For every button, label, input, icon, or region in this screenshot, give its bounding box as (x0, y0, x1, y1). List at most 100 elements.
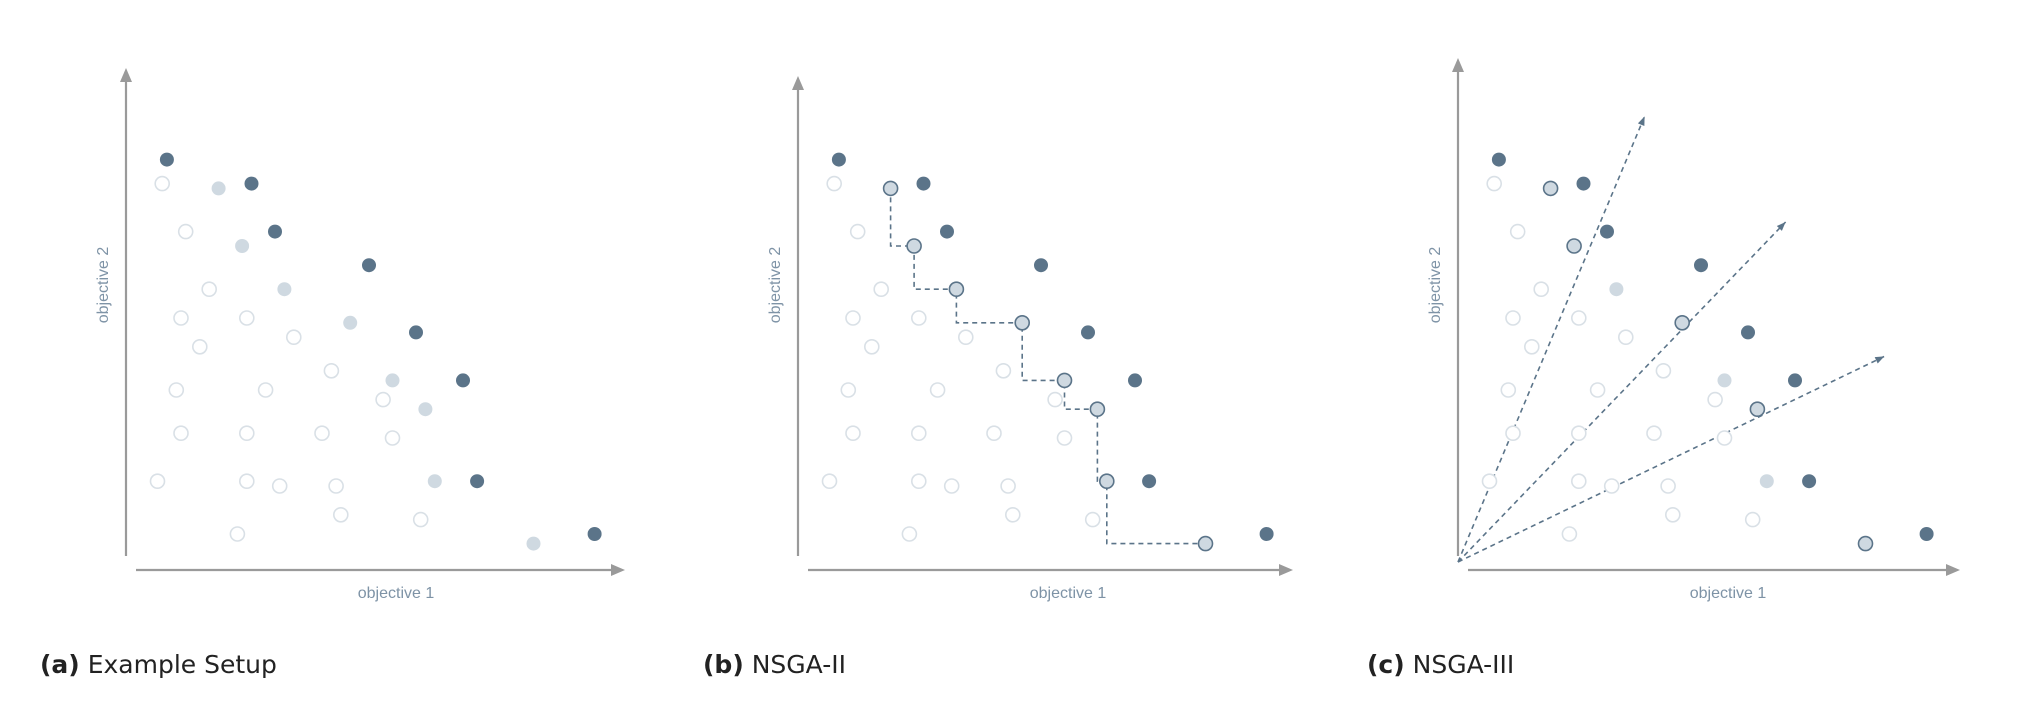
open-point (149, 473, 166, 490)
dark-point (1576, 176, 1591, 191)
open-point (1571, 425, 1587, 442)
open-point (173, 425, 189, 442)
light-point (1717, 373, 1732, 388)
front-point (1014, 314, 1031, 331)
open-point (1004, 506, 1021, 523)
dark-point (1919, 527, 1934, 541)
dark-point (409, 325, 423, 340)
open-point (168, 382, 185, 398)
panel-nsga-ii: objective 1 objective 2 (767, 76, 1293, 602)
open-point (986, 425, 1002, 442)
selected-point (1566, 238, 1582, 254)
open-point (192, 338, 208, 355)
open-point (1571, 310, 1587, 326)
open-point (929, 382, 946, 398)
open-point (1056, 430, 1073, 446)
panel-example-setup: objective 1 objective 2 (95, 68, 625, 602)
dark-point (470, 474, 485, 489)
y-axis-label: objective 2 (767, 247, 784, 324)
dark-point (1259, 527, 1274, 541)
open-point (384, 430, 401, 446)
open-point (1500, 382, 1517, 398)
open-point (257, 382, 274, 398)
open-point (826, 175, 843, 192)
open-point (910, 473, 927, 490)
caption-c: (c) NSGA-III (1367, 650, 1514, 679)
open-point (1646, 425, 1662, 442)
light-point (1609, 282, 1624, 297)
dark-point (244, 176, 259, 191)
front-point (1197, 535, 1214, 552)
open-point (1665, 506, 1681, 523)
open-point (177, 223, 194, 240)
dark-point (268, 224, 282, 239)
open-point (1509, 223, 1526, 240)
dark-point (916, 176, 931, 191)
front-point (1056, 372, 1073, 389)
x-axis-arrowhead (1279, 564, 1293, 576)
open-point (1505, 425, 1521, 442)
open-point (840, 382, 857, 398)
dark-point (1128, 373, 1142, 388)
dark-point (456, 373, 470, 388)
reference-direction-arrowhead (1637, 116, 1645, 127)
open-point (910, 310, 927, 326)
dark-point (1788, 373, 1802, 388)
front-staircase-path (889, 188, 1206, 545)
open-point (154, 175, 170, 192)
open-point (901, 526, 918, 542)
open-point (995, 362, 1012, 379)
dark-point (1694, 258, 1708, 273)
x-axis-arrowhead (611, 564, 625, 576)
dark-point (1802, 474, 1817, 489)
light-point (385, 373, 400, 388)
open-point (1524, 338, 1540, 355)
reference-direction-line (1457, 355, 1885, 563)
panel-nsga-iii: objective 1 objective 2 (1427, 58, 1960, 602)
open-point (821, 473, 838, 490)
caption-a: (a) Example Setup (40, 650, 277, 679)
open-point (1660, 478, 1676, 494)
light-point (427, 474, 442, 489)
caption-b-text: NSGA-II (751, 650, 846, 679)
open-point (1000, 478, 1016, 494)
front-point (1089, 401, 1106, 418)
open-point (873, 281, 890, 298)
y-axis-label: objective 2 (1427, 247, 1444, 324)
y-axis-arrowhead (1452, 58, 1464, 72)
open-point (323, 362, 340, 379)
x-axis-label: objective 1 (358, 585, 435, 602)
x-axis-label: objective 1 (1690, 585, 1767, 602)
dark-point (1600, 224, 1614, 239)
y-axis-label: objective 2 (95, 247, 112, 324)
open-point (1707, 391, 1723, 408)
open-point (1561, 526, 1578, 542)
open-point (1047, 391, 1063, 408)
open-point (1589, 382, 1606, 398)
dark-point (1142, 474, 1157, 489)
open-point (332, 506, 349, 523)
y-axis-arrowhead (792, 76, 804, 90)
front-point (882, 180, 899, 197)
front-point (1099, 473, 1115, 490)
open-point (1744, 511, 1761, 528)
dark-point (1741, 325, 1755, 340)
front-point (906, 238, 922, 254)
open-point (1505, 310, 1521, 326)
open-point (1571, 473, 1587, 490)
reference-direction-arrowhead (1874, 356, 1885, 364)
open-point (1084, 511, 1101, 528)
open-point (943, 478, 960, 494)
dark-point (362, 258, 376, 273)
dark-point (1081, 325, 1095, 340)
open-point (957, 329, 974, 346)
selected-point (1674, 314, 1690, 331)
open-point (328, 478, 344, 494)
open-point (412, 511, 429, 528)
open-point (910, 425, 927, 442)
light-point (526, 536, 541, 551)
x-axis-arrowhead (1946, 564, 1960, 576)
light-point (211, 181, 226, 196)
caption-c-text: NSGA-III (1412, 650, 1515, 679)
